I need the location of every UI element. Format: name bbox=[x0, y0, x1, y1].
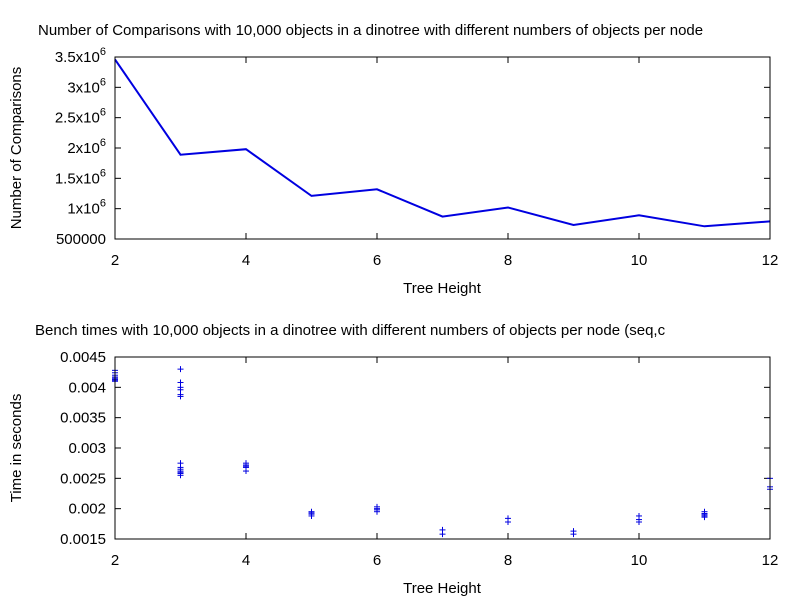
y-tick-label: 3x106 bbox=[67, 76, 106, 96]
bench-time-point bbox=[243, 468, 249, 475]
bench-time-point bbox=[177, 366, 184, 373]
y-tick-label: 0.002 bbox=[68, 501, 106, 518]
x-tick-label: 10 bbox=[631, 552, 648, 569]
x-tick-label: 4 bbox=[242, 252, 250, 269]
x-tick-label: 6 bbox=[373, 252, 381, 269]
chart2-plot-frame bbox=[114, 356, 771, 540]
x-tick-label: 10 bbox=[631, 252, 648, 269]
y-tick-label: 1.5x106 bbox=[55, 167, 106, 187]
chart1-title: Number of Comparisons with 10,000 object… bbox=[38, 22, 703, 39]
x-tick-label: 4 bbox=[242, 552, 250, 569]
y-tick-label: 2x106 bbox=[67, 137, 106, 157]
bench-time-point bbox=[570, 531, 577, 538]
chart2-x-axis-label: Tree Height bbox=[403, 580, 482, 597]
y-tick-label: 0.004 bbox=[68, 379, 106, 396]
chart1-x-axis-label: Tree Height bbox=[403, 280, 482, 297]
y-tick-exponent: 6 bbox=[100, 198, 106, 210]
x-tick-label: 2 bbox=[111, 252, 119, 269]
comparisons-series-line bbox=[114, 58, 771, 228]
chart1-plot-frame bbox=[114, 56, 771, 240]
y-tick-label: 0.0025 bbox=[60, 470, 106, 487]
y-tick-mantissa: 2x10 bbox=[67, 140, 100, 157]
bench-time-point bbox=[177, 472, 184, 479]
y-tick-label: 2.5x106 bbox=[55, 107, 106, 127]
y-tick-mantissa: 500000 bbox=[56, 231, 106, 248]
bench-time-point bbox=[439, 531, 446, 538]
y-tick-exponent: 6 bbox=[100, 76, 106, 88]
bench-time-point bbox=[374, 508, 380, 515]
y-tick-label: 3.5x106 bbox=[55, 46, 106, 66]
bench-time-point bbox=[636, 519, 642, 526]
y-tick-exponent: 6 bbox=[100, 137, 106, 149]
y-tick-label: 0.0015 bbox=[60, 531, 106, 548]
y-tick-mantissa: 1.5x10 bbox=[55, 170, 100, 187]
y-tick-mantissa: 3x10 bbox=[67, 79, 100, 96]
bench-time-point bbox=[505, 519, 511, 526]
bench-time-point bbox=[308, 512, 315, 519]
y-tick-exponent: 6 bbox=[100, 107, 106, 119]
comparisons-chart: Number of Comparisons with 10,000 object… bbox=[8, 22, 778, 297]
x-tick-label: 12 bbox=[762, 252, 779, 269]
y-tick-exponent: 6 bbox=[100, 167, 106, 179]
chart2-title: Bench times with 10,000 objects in a din… bbox=[35, 322, 666, 339]
y-tick-mantissa: 1x10 bbox=[67, 201, 100, 218]
x-tick-label: 6 bbox=[373, 552, 381, 569]
y-tick-exponent: 6 bbox=[100, 46, 106, 58]
x-tick-label: 12 bbox=[762, 552, 779, 569]
y-tick-label: 0.0045 bbox=[60, 349, 106, 366]
y-tick-mantissa: 3.5x10 bbox=[55, 49, 100, 66]
x-tick-label: 8 bbox=[504, 552, 512, 569]
x-tick-label: 8 bbox=[504, 252, 512, 269]
y-tick-label: 0.0035 bbox=[60, 410, 106, 427]
y-tick-label: 500000 bbox=[56, 231, 106, 248]
x-tick-label: 2 bbox=[111, 552, 119, 569]
y-tick-label: 1x106 bbox=[67, 198, 106, 218]
bench-time-point bbox=[177, 393, 184, 400]
bench-time-point bbox=[701, 514, 708, 521]
chart1-y-axis-label: Number of Comparisons bbox=[8, 67, 25, 230]
chart2-y-axis-label: Time in seconds bbox=[8, 394, 25, 503]
bench-times-chart: Bench times with 10,000 objects in a din… bbox=[8, 322, 778, 597]
y-tick-label: 0.003 bbox=[68, 440, 106, 457]
y-tick-mantissa: 2.5x10 bbox=[55, 110, 100, 127]
